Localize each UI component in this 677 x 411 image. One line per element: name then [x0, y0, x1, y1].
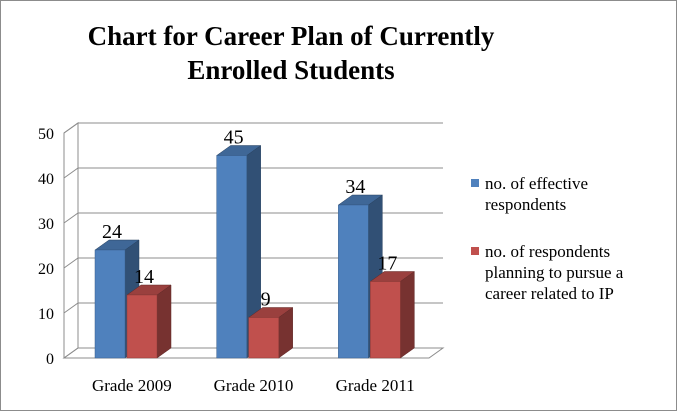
- y-tick-label: 40: [38, 171, 54, 188]
- legend-label-line: respondents: [485, 195, 567, 214]
- bar-side: [156, 284, 172, 359]
- data-label: 45: [224, 127, 244, 149]
- x-tick-label: Grade 2010: [214, 376, 294, 395]
- legend-label-line: no. of respondents: [485, 242, 611, 261]
- bar: [94, 249, 126, 359]
- gridline: [63, 302, 443, 314]
- gridline: [63, 347, 443, 359]
- data-label: 24: [102, 221, 122, 243]
- legend-swatch-ip-career-respondents: [471, 247, 479, 255]
- bar: [248, 317, 279, 359]
- gridline: [63, 122, 443, 134]
- legend: no. of effective respondents no. of resp…: [471, 173, 671, 330]
- data-label: 9: [261, 289, 271, 311]
- chart-side-wall: [63, 122, 79, 358]
- y-tick-label: 30: [38, 216, 54, 233]
- legend-swatch-effective-respondents: [471, 179, 479, 187]
- bar: [216, 155, 247, 359]
- chart-title-line-2: Enrolled Students: [187, 55, 395, 85]
- y-tick-label: 10: [38, 306, 54, 323]
- x-tick-label: Grade 2011: [336, 376, 415, 395]
- bar: [370, 281, 401, 359]
- gridline: [63, 257, 443, 269]
- y-tick-label: 50: [38, 126, 54, 143]
- x-tick-label: Grade 2009: [92, 376, 172, 395]
- gridline: [63, 212, 443, 224]
- legend-label-line: no. of effective: [485, 174, 589, 193]
- legend-label-line: planning to pursue a: [485, 263, 624, 282]
- legend-item-ip-career-respondents: no. of respondents planning to pursue a …: [471, 241, 671, 304]
- y-tick-label: 20: [38, 261, 54, 278]
- data-label: 34: [345, 176, 365, 198]
- bar: [126, 294, 158, 359]
- gridline: [63, 167, 443, 179]
- legend-item-effective-respondents: no. of effective respondents: [471, 173, 671, 215]
- legend-label-line: career related to IP: [485, 284, 614, 303]
- chart-title: Chart for Career Plan of Currently Enrol…: [41, 19, 541, 87]
- bar-side: [400, 271, 415, 359]
- data-label: 14: [134, 266, 154, 288]
- chart-title-line-1: Chart for Career Plan of Currently: [87, 21, 495, 51]
- bar: [338, 204, 369, 359]
- data-label: 17: [377, 253, 397, 275]
- y-tick-label: 0: [46, 351, 54, 368]
